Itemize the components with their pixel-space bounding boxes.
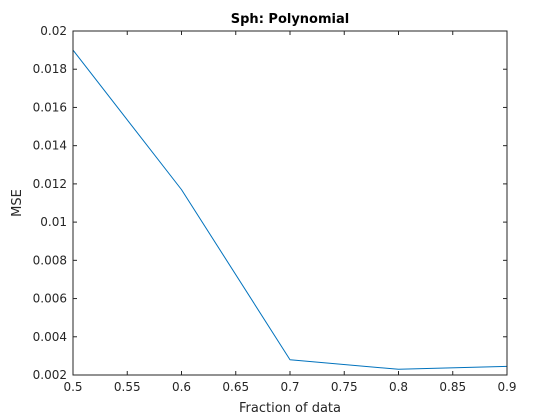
x-axis-label: Fraction of data [239,401,341,416]
series-layer [72,49,508,370]
x-tick-label: 0.7 [280,380,299,394]
chart-title: Sph: Polynomial [231,12,349,27]
plot-background [73,31,507,375]
x-tick-label: 0.75 [331,380,358,394]
y-axis: 0.002 0.004 0.006 0.008 0.01 0.012 0.014 0.016 0… [33,24,507,382]
y-tick-label: 0.01 [40,215,67,229]
x-tick-label: 0.65 [222,380,249,394]
y-tick-label: 0.002 [33,368,67,382]
y-tick-label: 0.014 [33,139,67,153]
x-tick-label: 0.55 [114,380,141,394]
y-tick-label: 0.016 [33,100,67,114]
y-tick-label: 0.018 [33,62,67,76]
x-tick-label: 0.6 [172,380,191,394]
y-tick-label: 0.012 [33,177,67,191]
y-tick-label: 0.006 [33,292,67,306]
x-axis: 0.5 0.55 0.6 0.65 0.7 0.75 0.8 0.85 0.9 [63,31,517,394]
x-tick-label: 0.5 [63,380,82,394]
y-tick-label: 0.02 [40,24,67,38]
x-tick-label: 0.9 [497,380,516,394]
x-tick-label: 0.85 [439,380,466,394]
x-tick-label: 0.8 [389,380,408,394]
y-tick-label: 0.008 [33,253,67,267]
y-tick-label: 0.004 [33,330,67,344]
y-axis-label: MSE [10,189,25,217]
series-line [72,49,508,370]
